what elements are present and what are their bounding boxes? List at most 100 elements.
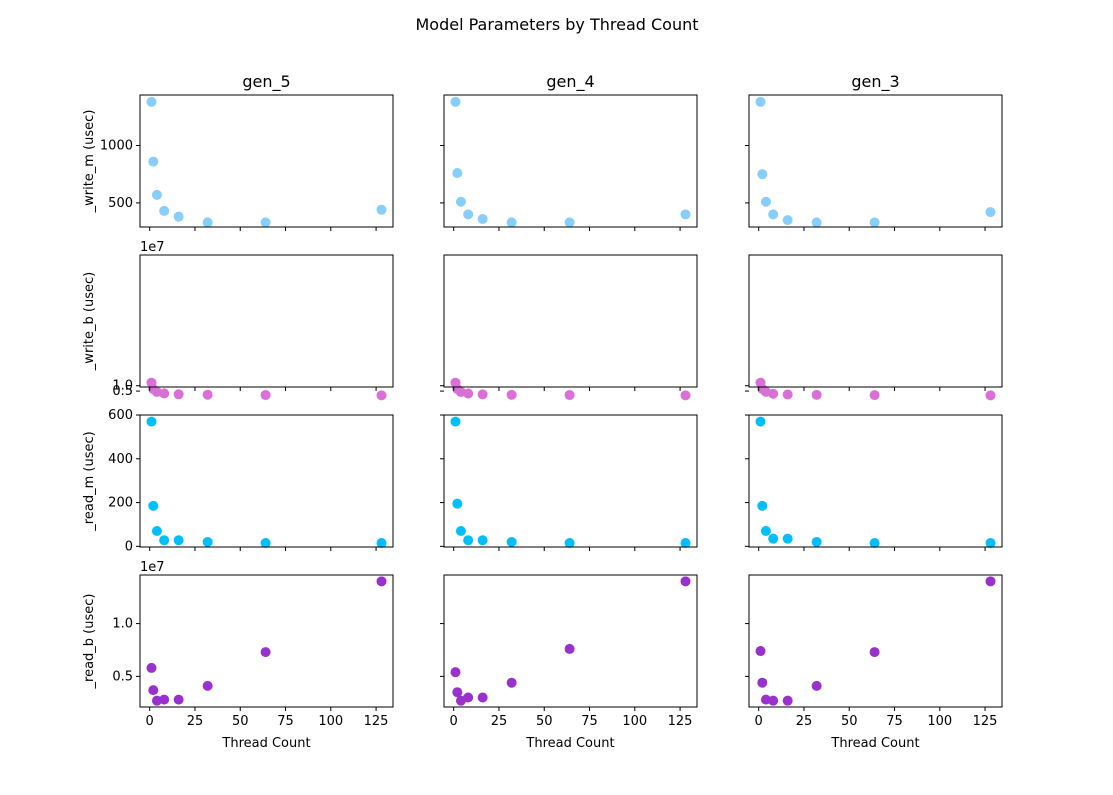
data-point bbox=[173, 389, 184, 400]
data-point bbox=[782, 389, 793, 400]
data-point bbox=[768, 209, 779, 220]
subplot-gen_5-row4: 0.5 1.0 0 25 50 75 100 125 Thread Count _read_b (… bbox=[82, 560, 394, 751]
y-tick-label: 1.0 bbox=[112, 379, 133, 394]
x-axis-label: Thread Count bbox=[221, 736, 310, 751]
x-tick-label: 25 bbox=[796, 714, 813, 729]
y-tick-label: 500 bbox=[108, 196, 133, 211]
data-point bbox=[260, 217, 271, 228]
x-tick-label: 0 bbox=[146, 714, 154, 729]
data-point bbox=[159, 535, 170, 546]
subplot-gen_5-row3: 0 200 400 600 _read_m (usec) bbox=[82, 408, 394, 554]
data-point bbox=[173, 211, 184, 222]
figure-suptitle: Model Parameters by Thread Count bbox=[415, 15, 698, 34]
x-tick-label: 125 bbox=[364, 714, 389, 729]
data-point bbox=[757, 677, 768, 688]
y-tick-label: 0.5 bbox=[112, 669, 133, 684]
column-title: gen_3 bbox=[851, 72, 899, 92]
data-point bbox=[755, 96, 766, 107]
data-point bbox=[159, 388, 170, 399]
y-axis-label: _read_b (usec) bbox=[82, 594, 97, 690]
data-point bbox=[506, 389, 517, 400]
data-point bbox=[985, 538, 996, 549]
subplot-gen_3-row3 bbox=[745, 414, 1003, 551]
subplot-gen_4-row4: 0 25 50 75 100 125 Thread Count bbox=[440, 574, 698, 751]
data-point bbox=[463, 692, 474, 703]
axes-frame bbox=[443, 94, 698, 228]
axes-frame bbox=[443, 414, 698, 548]
data-point bbox=[452, 168, 463, 179]
y-axis-label: _write_b (usec) bbox=[82, 272, 97, 371]
axes-frame bbox=[139, 574, 394, 708]
data-point bbox=[463, 388, 474, 399]
y-tick-label: 1000 bbox=[100, 139, 133, 154]
data-point bbox=[202, 536, 213, 547]
y-offset-label: 1e7 bbox=[140, 240, 165, 255]
data-point bbox=[260, 390, 271, 401]
data-point bbox=[450, 96, 461, 107]
x-tick-label: 75 bbox=[277, 714, 294, 729]
data-point bbox=[869, 538, 880, 549]
data-point bbox=[985, 390, 996, 401]
y-tick-label: 200 bbox=[108, 496, 133, 511]
data-point bbox=[755, 646, 766, 657]
x-tick-label: 100 bbox=[622, 714, 647, 729]
x-tick-label: 100 bbox=[927, 714, 952, 729]
data-point bbox=[869, 647, 880, 658]
y-axis-label: _write_m (usec) bbox=[82, 110, 97, 214]
data-point bbox=[477, 389, 488, 400]
data-point bbox=[760, 526, 771, 537]
data-point bbox=[146, 96, 157, 107]
data-point bbox=[985, 207, 996, 218]
data-point bbox=[477, 535, 488, 546]
data-point bbox=[477, 692, 488, 703]
data-point bbox=[151, 189, 162, 200]
x-tick-label: 25 bbox=[187, 714, 204, 729]
axes-frame bbox=[748, 574, 1003, 708]
subplot-gen_3-row2 bbox=[745, 254, 1003, 401]
data-point bbox=[376, 390, 387, 401]
data-point bbox=[680, 576, 691, 587]
x-tick-label: 0 bbox=[450, 714, 458, 729]
data-point bbox=[455, 196, 466, 207]
axes-frame bbox=[748, 254, 1003, 388]
data-point bbox=[477, 213, 488, 224]
x-tick-label: 125 bbox=[668, 714, 693, 729]
y-tick-label: 400 bbox=[108, 452, 133, 467]
axes-frame bbox=[748, 94, 1003, 228]
x-tick-label: 125 bbox=[973, 714, 998, 729]
x-tick-label: 25 bbox=[491, 714, 508, 729]
data-point bbox=[869, 390, 880, 401]
x-tick-label: 50 bbox=[536, 714, 553, 729]
subplot-gen_4-row3 bbox=[440, 414, 698, 551]
data-point bbox=[782, 533, 793, 544]
data-point bbox=[148, 685, 159, 696]
data-point bbox=[506, 536, 517, 547]
data-point bbox=[452, 687, 463, 698]
data-point bbox=[811, 389, 822, 400]
subplot-gen_5-row1: 500 1000 gen_5 _write_m (usec) bbox=[82, 72, 394, 231]
data-point bbox=[680, 538, 691, 549]
data-point bbox=[768, 695, 779, 706]
data-point bbox=[811, 217, 822, 228]
data-point bbox=[782, 215, 793, 226]
data-point bbox=[159, 694, 170, 705]
x-tick-label: 50 bbox=[841, 714, 858, 729]
column-title: gen_4 bbox=[546, 72, 594, 92]
subplot-gen_3-row4: 0 25 50 75 100 125 Thread Count bbox=[745, 574, 1003, 751]
data-point bbox=[146, 662, 157, 673]
data-point bbox=[680, 390, 691, 401]
data-point bbox=[564, 217, 575, 228]
data-point bbox=[173, 694, 184, 705]
data-point bbox=[869, 217, 880, 228]
data-point bbox=[811, 680, 822, 691]
axes-frame bbox=[748, 414, 1003, 548]
y-axis-label: _read_m (usec) bbox=[82, 431, 97, 531]
x-tick-label: 50 bbox=[232, 714, 249, 729]
data-point bbox=[564, 390, 575, 401]
data-point bbox=[564, 643, 575, 654]
data-point bbox=[450, 416, 461, 427]
y-offset-label: 1e7 bbox=[140, 560, 165, 575]
x-tick-label: 75 bbox=[886, 714, 903, 729]
